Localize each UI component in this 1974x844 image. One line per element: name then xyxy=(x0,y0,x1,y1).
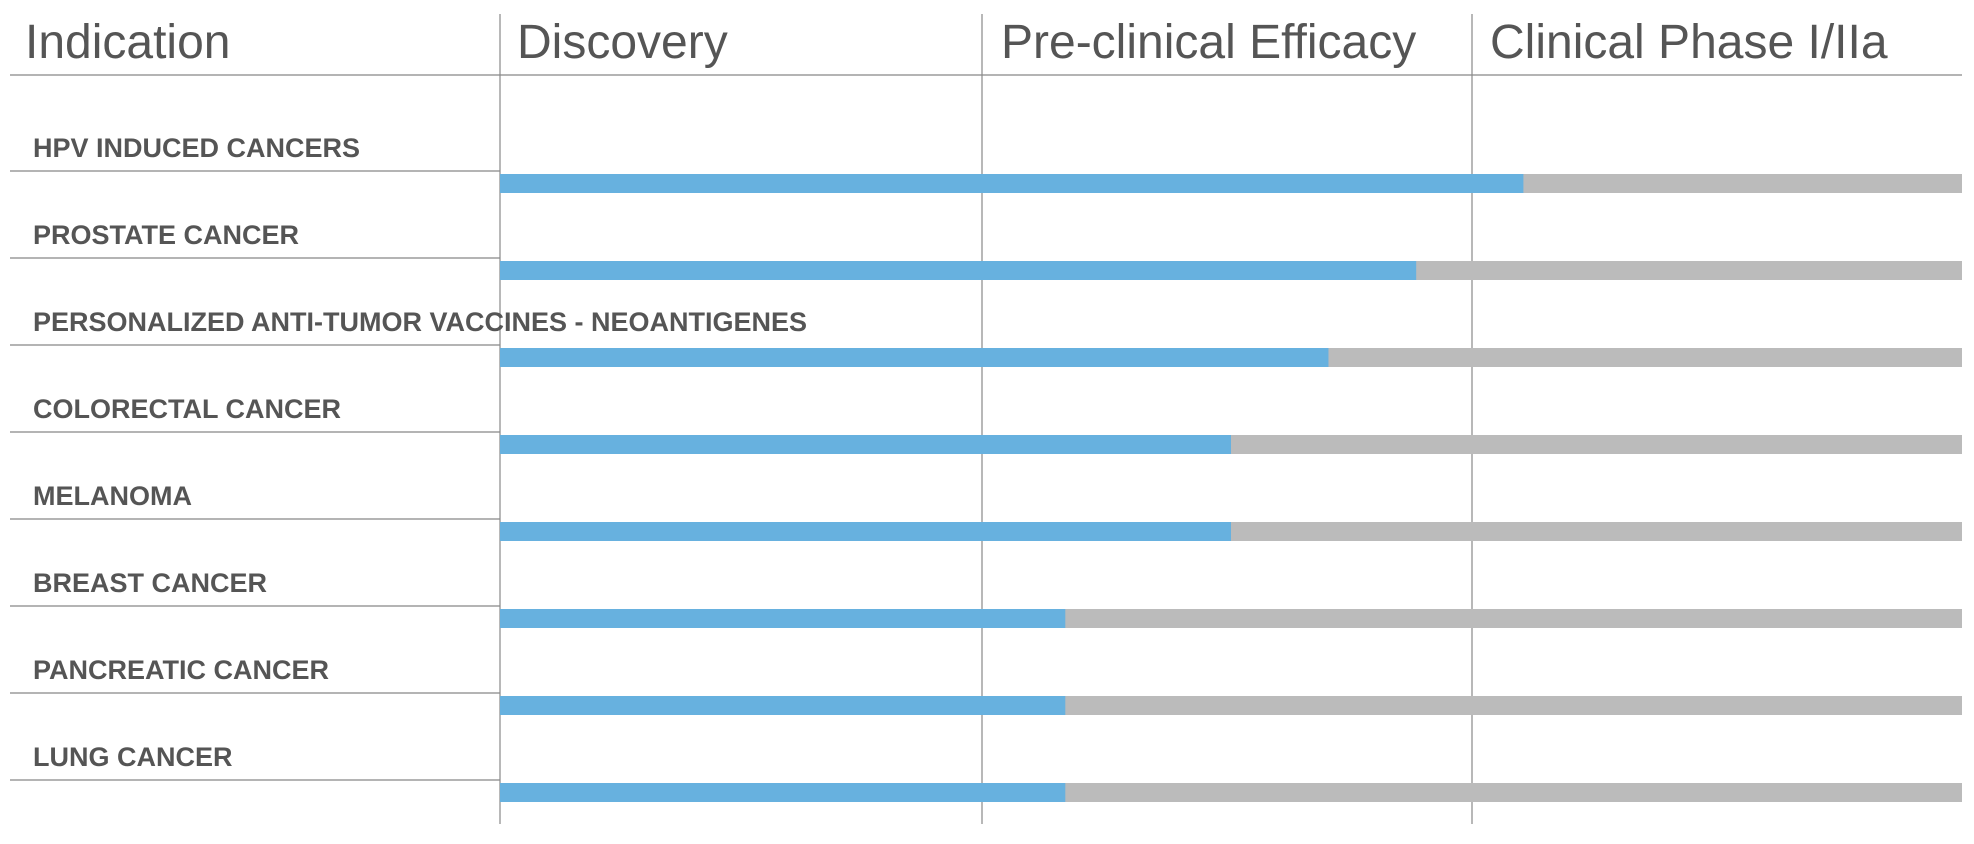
category-label: COLORECTAL CANCER xyxy=(33,394,341,424)
bar-progress xyxy=(500,261,1417,280)
column-header: Discovery xyxy=(517,16,728,69)
category-label: HPV INDUCED CANCERS xyxy=(33,133,360,163)
column-header: Clinical Phase I/IIa xyxy=(1490,16,1888,69)
category-label: LUNG CANCER xyxy=(33,742,233,772)
bar-progress xyxy=(500,522,1231,541)
category-labels: HPV INDUCED CANCERS PROSTATE CANCER PERSON… xyxy=(33,133,807,772)
bar-series xyxy=(500,174,1962,802)
grid-lines xyxy=(10,14,1962,824)
column-header: Indication xyxy=(25,16,230,69)
bar-progress xyxy=(500,174,1524,193)
category-label: PANCREATIC CANCER xyxy=(33,655,329,685)
category-label: PERSONALIZED ANTI-TUMOR VACCINES - NEOAN… xyxy=(33,307,807,337)
column-headers: Indication Discovery Pre-clinical Efficacy… xyxy=(25,16,1888,69)
bar-progress xyxy=(500,696,1066,715)
category-label: PROSTATE CANCER xyxy=(33,220,299,250)
bar-progress xyxy=(500,435,1231,454)
category-label: BREAST CANCER xyxy=(33,568,267,598)
column-header: Pre-clinical Efficacy xyxy=(1001,16,1416,69)
category-label: MELANOMA xyxy=(33,481,192,511)
bar-progress xyxy=(500,348,1329,367)
bar-progress xyxy=(500,783,1066,802)
bar-progress xyxy=(500,609,1066,628)
